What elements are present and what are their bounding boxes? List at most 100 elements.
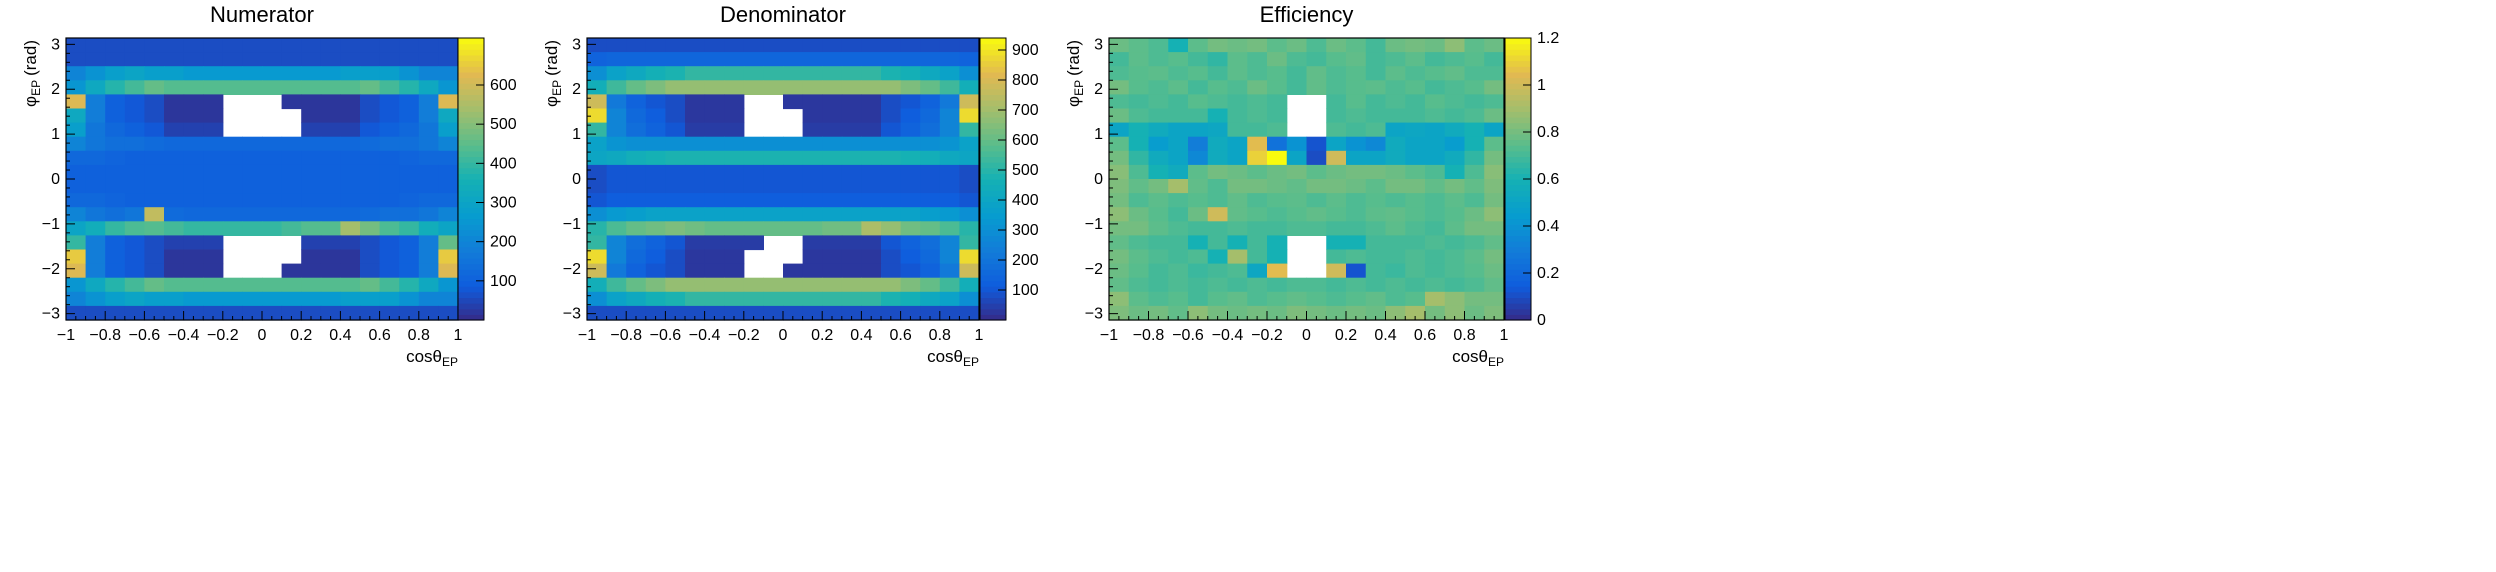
heatmap-cell bbox=[340, 38, 361, 53]
heatmap-cell bbox=[1227, 122, 1248, 138]
heatmap-cell bbox=[242, 179, 263, 194]
heatmap-cell bbox=[920, 52, 941, 67]
heatmap-cell bbox=[203, 80, 224, 95]
heatmap-cell bbox=[301, 249, 322, 265]
heatmap-cell bbox=[822, 164, 843, 180]
heatmap-cell bbox=[1405, 193, 1426, 208]
heatmap-cell bbox=[1207, 305, 1229, 321]
color-scale-segment bbox=[458, 297, 484, 304]
heatmap-cell bbox=[1227, 108, 1248, 124]
heatmap-cell bbox=[606, 207, 627, 222]
heatmap-cell bbox=[320, 80, 341, 95]
heatmap-cell bbox=[105, 179, 126, 194]
heatmap-cell bbox=[144, 94, 165, 110]
heatmap-cell bbox=[587, 80, 608, 95]
heatmap-cell bbox=[959, 193, 980, 208]
heatmap-cell bbox=[1188, 193, 1209, 208]
heatmap-cell bbox=[959, 221, 980, 236]
heatmap-cell bbox=[85, 94, 106, 110]
heatmap-cell bbox=[242, 136, 263, 152]
heatmap-cell bbox=[606, 38, 627, 53]
heatmap-cell bbox=[1267, 164, 1288, 180]
heatmap-cell bbox=[203, 94, 224, 110]
heatmap-cell bbox=[222, 305, 243, 321]
color-scale-tick-label: 600 bbox=[1012, 132, 1039, 149]
heatmap-cell bbox=[1267, 221, 1288, 236]
heatmap-cell bbox=[1306, 179, 1327, 194]
heatmap-cell bbox=[360, 80, 381, 95]
heatmap-cell bbox=[606, 221, 627, 236]
x-tick-label: −0.4 bbox=[168, 327, 200, 344]
heatmap-cell bbox=[1405, 291, 1426, 307]
heatmap-cell bbox=[802, 164, 823, 180]
heatmap-cell bbox=[222, 221, 243, 236]
heatmap-cell bbox=[959, 277, 980, 293]
heatmap-cell bbox=[1128, 122, 1150, 138]
color-scale-segment bbox=[980, 60, 1006, 67]
heatmap-cell bbox=[665, 221, 686, 236]
heatmap-cell bbox=[724, 179, 745, 194]
heatmap-cell bbox=[645, 80, 666, 95]
color-scale-segment bbox=[980, 207, 1006, 214]
heatmap-cell bbox=[704, 221, 725, 236]
color-scale-segment bbox=[1505, 274, 1531, 282]
heatmap-cell bbox=[1306, 291, 1327, 307]
heatmap-cell bbox=[438, 108, 459, 124]
heatmap-cell bbox=[1365, 263, 1387, 279]
color-scale-segment bbox=[980, 184, 1006, 191]
heatmap-cell bbox=[1385, 122, 1406, 138]
heatmap-cell bbox=[704, 235, 725, 251]
heatmap-cell bbox=[1346, 249, 1367, 265]
heatmap-cell bbox=[841, 263, 862, 279]
color-scale-segment bbox=[458, 88, 484, 95]
heatmap-cell bbox=[418, 263, 439, 279]
heatmap-cell bbox=[124, 277, 145, 293]
heatmap-cell bbox=[1128, 179, 1150, 194]
heatmap-cell bbox=[743, 193, 764, 208]
color-scale-segment bbox=[980, 150, 1006, 158]
heatmap-cell bbox=[1227, 52, 1248, 67]
heatmap-cell bbox=[1128, 150, 1150, 166]
heatmap-cell bbox=[841, 52, 862, 67]
y-tick-label: 3 bbox=[572, 36, 581, 53]
heatmap-cell bbox=[822, 108, 843, 124]
heatmap-cell bbox=[124, 122, 145, 138]
heatmap-cell bbox=[85, 136, 106, 152]
heatmap-cell bbox=[301, 52, 322, 67]
y-tick-label: 0 bbox=[51, 171, 60, 188]
heatmap-cell bbox=[900, 108, 921, 124]
heatmap-cell bbox=[626, 291, 647, 307]
heatmap-cell bbox=[1227, 66, 1248, 81]
heatmap-cell bbox=[763, 179, 784, 194]
heatmap-cell bbox=[1385, 66, 1406, 81]
heatmap-cell bbox=[144, 277, 165, 293]
heatmap-cell bbox=[164, 164, 185, 180]
heatmap-cell bbox=[1148, 221, 1169, 236]
heatmap-cell bbox=[665, 136, 686, 152]
heatmap-cell bbox=[1207, 291, 1229, 307]
heatmap-cell bbox=[900, 291, 921, 307]
y-tick-label: 0 bbox=[572, 171, 581, 188]
heatmap-cell bbox=[301, 179, 322, 194]
heatmap-cell bbox=[340, 193, 361, 208]
color-scale-segment bbox=[980, 88, 1006, 95]
heatmap-cell bbox=[1286, 179, 1308, 194]
heatmap-cell bbox=[920, 249, 941, 265]
heatmap-cell bbox=[144, 122, 165, 138]
heatmap-cell bbox=[920, 136, 941, 152]
heatmap-cell bbox=[340, 305, 361, 321]
heatmap-cell bbox=[1484, 179, 1505, 194]
heatmap-cell bbox=[881, 136, 902, 152]
heatmap-cell bbox=[301, 80, 322, 95]
heatmap-cell bbox=[1128, 38, 1150, 53]
heatmap-cell bbox=[340, 277, 361, 293]
heatmap-cell bbox=[861, 108, 882, 124]
heatmap-cell bbox=[626, 179, 647, 194]
color-scale-segment bbox=[1505, 229, 1531, 236]
heatmap-cell bbox=[418, 136, 439, 152]
heatmap-cell bbox=[379, 52, 400, 67]
heatmap-cell bbox=[783, 80, 804, 95]
heatmap-cell bbox=[222, 179, 243, 194]
heatmap-cell bbox=[203, 207, 224, 222]
heatmap-cell bbox=[124, 305, 145, 321]
